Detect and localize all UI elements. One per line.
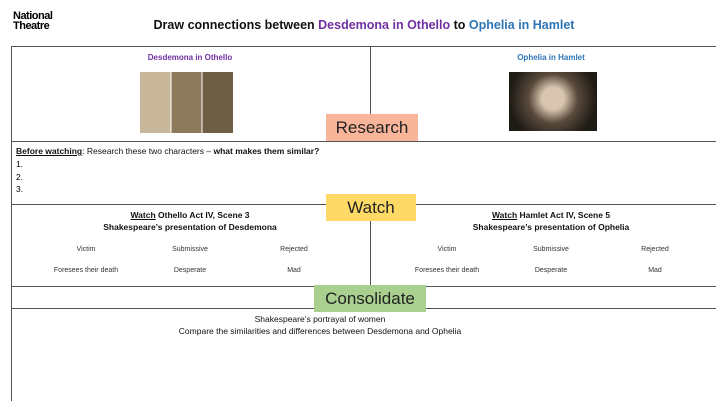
prompt-lead: Before watching (16, 146, 83, 156)
watch-title: Watch Othello Act IV, Scene 3 (103, 209, 277, 221)
title-text: Draw connections between (153, 18, 319, 32)
watch-scene: Othello Act IV, Scene 3 (155, 210, 250, 220)
character-heading: Ophelia in Hamlet (517, 53, 585, 62)
stage-label: Watch (326, 194, 416, 221)
title-text: to (450, 18, 469, 32)
research-list: 1. 2. 3. (16, 158, 23, 196)
watch-action: Watch (130, 210, 156, 220)
word: Mad (287, 267, 301, 274)
word: Victim (437, 246, 457, 253)
photo (509, 72, 597, 131)
border (11, 46, 12, 401)
divider (370, 46, 371, 141)
title: Draw connections between Desdemona in Ot… (154, 18, 575, 32)
word: Submissive (533, 246, 569, 253)
research-prompt: Before watching: Research these two char… (16, 146, 319, 156)
word: Rejected (280, 246, 308, 253)
consolidate-text: Shakespeare’s portrayal of women Compare … (179, 313, 461, 337)
border (11, 46, 716, 47)
prompt-text: : Research these two characters – (82, 146, 214, 156)
stage-label: Research (326, 114, 418, 141)
watch-heading: Watch Hamlet Act IV, Scene 5 Shakespeare’… (473, 209, 630, 233)
word: Mad (648, 267, 662, 274)
consolidate-line: Shakespeare’s portrayal of women (254, 314, 386, 324)
title-char: Desdemona in Othello (318, 18, 451, 32)
divider (11, 141, 716, 142)
prompt-question: what makes them similar? (213, 146, 320, 156)
list-item: 1. (16, 159, 24, 169)
character-heading: Desdemona in Othello (147, 53, 233, 62)
consolidate-line: Compare the similarities and differences… (178, 326, 462, 336)
watch-scene: Hamlet Act IV, Scene 5 (517, 210, 611, 220)
logo: National Theatre (13, 10, 53, 32)
stage-label: Consolidate (314, 285, 426, 312)
list-item: 2. (16, 171, 24, 182)
title-char: Ophelia in Hamlet (468, 18, 575, 32)
watch-heading: Watch Othello Act IV, Scene 3 Shakespeare… (103, 209, 277, 233)
watch-subtitle: Shakespeare’s presentation of Desdemona (103, 222, 277, 232)
photo (140, 72, 233, 133)
watch-title: Watch Hamlet Act IV, Scene 5 (473, 209, 630, 221)
word: Submissive (172, 246, 208, 253)
word: Desperate (534, 267, 568, 274)
logo-line: National (13, 10, 53, 22)
watch-subtitle: Shakespeare’s presentation of Ophelia (472, 222, 630, 232)
word: Victim (76, 246, 96, 253)
word: Foresees their death (53, 267, 119, 274)
list-item: 3. (16, 184, 24, 194)
word: Desperate (173, 267, 207, 274)
watch-action: Watch (491, 210, 518, 220)
word: Foresees their death (414, 267, 480, 274)
word: Rejected (641, 246, 669, 253)
logo-line: Theatre (13, 20, 50, 32)
divider (370, 204, 371, 286)
